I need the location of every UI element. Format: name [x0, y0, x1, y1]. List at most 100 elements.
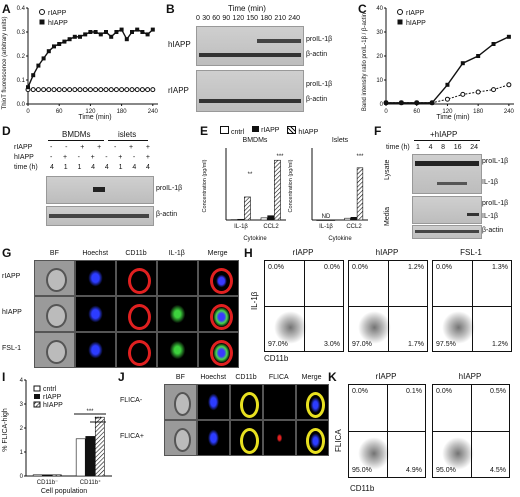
- panel-h-plot-title: rIAPP: [292, 248, 314, 257]
- panel-f-label-il-1: IL-1β: [482, 179, 499, 186]
- panel-d-hiapp-sign: +: [118, 154, 123, 161]
- panel-g-header: Hoechst: [82, 250, 109, 257]
- panel-i-legend: cntrl rIAPP hIAPP: [33, 385, 63, 409]
- panel-i-sig-2: ***: [94, 417, 102, 423]
- panel-f-label-actin: β-actin: [482, 227, 504, 234]
- panel-i-ylabel: % FLICA-high: [2, 408, 9, 452]
- panel-a-point-rIAPP: [98, 87, 104, 93]
- panel-a-point-rIAPP: [82, 87, 88, 93]
- panel-a-point-hIAPP: [83, 32, 88, 37]
- panel-d-blot-actin: [46, 206, 154, 226]
- panel-k-xlabel: CD11b: [350, 484, 375, 493]
- panel-d-time: 1: [118, 164, 123, 171]
- panel-g-cell-signal: [45, 339, 68, 365]
- panel-j-header: CD11b: [235, 374, 257, 381]
- panel-g-cell-signal: [168, 303, 187, 325]
- panel-e-bmdms-bar-rIAPP: [237, 218, 245, 221]
- panel-j-cell-signal: [273, 392, 287, 412]
- panel-c-point-hIAPP: [414, 100, 419, 105]
- panel-g-cell-signal: [168, 339, 187, 361]
- panel-e-islets-bar-rIAPP: [322, 219, 329, 221]
- panel-a-point-hIAPP: [57, 42, 62, 46]
- panel-a-xtick: 60: [56, 109, 63, 115]
- panel-c-chart: 0 60 120 180 240 0 10 20 30 40 Band intensity rat…: [362, 6, 515, 121]
- panel-a-point-hIAPP: [150, 27, 155, 32]
- panel-f-time-label: time (h): [386, 144, 410, 151]
- panel-e: cntrl rIAPP hIAPP IL-1β CCL2 ** *** IL-1β CC…: [200, 124, 372, 244]
- panel-i-legend-hiapp: hIAPP: [43, 402, 63, 409]
- panel-b-label-proil-1: proIL-1β: [306, 36, 333, 43]
- panel-a-ytick: 0.2: [17, 54, 26, 60]
- panel-e-sig-3: ***: [356, 154, 364, 160]
- panel-k-quad-ur: 0.1%: [406, 388, 422, 395]
- panel-a-point-hIAPP: [104, 30, 108, 34]
- panel-a-point-rIAPP: [35, 87, 41, 93]
- panel-g-cell: [198, 260, 239, 296]
- panel-e-bmdms-bar-cntrl: [260, 217, 268, 221]
- panel-a-legend-hiapp: hIAPP: [48, 20, 68, 27]
- panel-d-riapp-signs: - - + + - + +: [50, 144, 150, 151]
- panel-e-nd: ND: [322, 214, 331, 220]
- panel-g-cell-signal: [209, 339, 234, 367]
- panel-d-row-time: time (h): [14, 164, 38, 171]
- panel-j-cell: [164, 384, 197, 420]
- panel-k-plot: 0.0% 0.1% 95.0% 4.9%: [348, 384, 426, 478]
- panel-a-point-hIAPP: [98, 32, 103, 37]
- panel-b-time: 120: [232, 15, 245, 22]
- panel-a-point-hIAPP: [109, 34, 114, 39]
- panel-h-quad-lr: 3.0%: [324, 341, 340, 348]
- panel-a-point-rIAPP: [119, 87, 125, 93]
- panel-g-cell: [116, 260, 157, 296]
- panel-g-cell: [157, 260, 198, 296]
- panel-f-blot-actin: [412, 225, 482, 239]
- panel-e-bmdms-bar-hIAPP: [274, 159, 281, 221]
- panel-g-cell: [157, 296, 198, 332]
- panel-d-time: 4: [104, 164, 109, 171]
- panel-j-headers: BF Hoechst CD11b FLICA Merge: [164, 374, 328, 381]
- panel-g-cell: [198, 296, 239, 332]
- panel-g-cell: [157, 332, 198, 368]
- panel-a-point-hIAPP: [140, 30, 145, 34]
- panel-f-time: 16: [453, 144, 462, 151]
- panel-d-row-hiapp: hIAPP: [14, 154, 34, 161]
- panel-d-riapp-sign: +: [80, 144, 85, 151]
- panel-h-cell-cloud: [274, 311, 308, 344]
- panel-label-h: H: [244, 246, 253, 260]
- panel-f-title: +hIAPP: [430, 130, 458, 139]
- panel-k-plots: rIAPP 0.0% 0.1% 95.0% 4.9% hIAPP 0.0% 0.5% 95.0%…: [348, 372, 520, 482]
- panel-a-xtick: 120: [85, 109, 96, 115]
- panel-d-time: 4: [146, 164, 150, 171]
- panel-a-point-hIAPP: [46, 49, 51, 54]
- panel-h: IL-1β CD11b rIAPP 0.0% 0.0% 97.0% 3.0% hIAPP 0…: [244, 248, 520, 368]
- panel-d-hiapp-sign: +: [145, 154, 150, 161]
- panel-a-point-hIAPP: [124, 37, 129, 42]
- panel-j-header: FLICA: [268, 374, 289, 381]
- panel-d-label-proil: proIL-1β: [156, 185, 183, 192]
- panel-f-time: 24: [470, 144, 478, 151]
- panel-a-legend-riapp: rIAPP: [48, 10, 67, 17]
- panel-b-time: 180: [260, 15, 273, 22]
- panel-i-bar-rIAPP: [85, 436, 96, 477]
- panel-h-quad-ur: 1.3%: [492, 264, 508, 271]
- panel-e-bmdms-bar-hIAPP: [244, 196, 251, 221]
- panel-c-xtick: 240: [504, 109, 515, 115]
- panel-label-d: D: [2, 124, 11, 138]
- panel-a-point-hIAPP: [135, 27, 140, 32]
- panel-f-label-il-2: IL-1β: [482, 213, 499, 220]
- panel-k-ylabel: FLICA: [334, 429, 343, 452]
- panel-g-cell: [75, 332, 116, 368]
- panel-g-header: BF: [49, 250, 59, 257]
- panel-g-cell: [34, 260, 75, 296]
- panel-f: +hIAPP time (h) 1 4 8 16 24 Lysate Media pro…: [374, 124, 520, 244]
- panel-g-cell: [34, 296, 75, 332]
- panel-j-header: BF: [175, 374, 185, 381]
- panel-g-row-label: hIAPP: [2, 309, 22, 316]
- panel-b-label-actin-2: β-actin: [306, 96, 328, 103]
- panel-c-ylabel: Band intensity ratio proIL-1β / β-actin: [362, 13, 368, 111]
- panel-h-plot: 0.0% 1.2% 97.0% 1.7%: [348, 260, 428, 352]
- panel-h-quad-lr: 1.7%: [408, 341, 424, 348]
- panel-e-bmdms-bar-rIAPP: [267, 215, 275, 221]
- panel-b-blot-hiapp: [196, 26, 304, 66]
- panel-j-cell: [263, 420, 296, 456]
- panel-a-point-rIAPP: [139, 87, 145, 93]
